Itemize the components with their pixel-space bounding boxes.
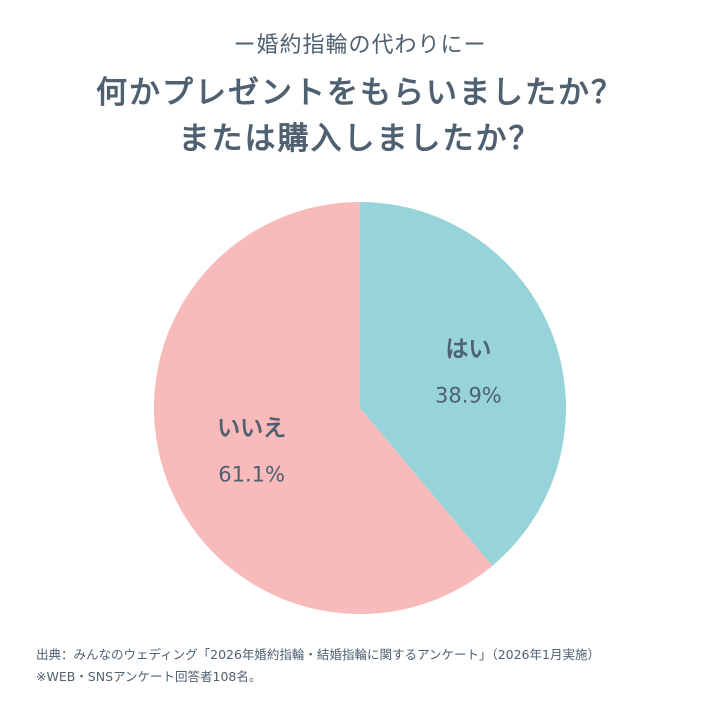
- respondent-note: ※WEB・SNSアンケート回答者108名。: [36, 669, 262, 684]
- source-footer: 出典：みんなのウェディング「2026年婚約指輪・結婚指輪に関するアンケート」（2…: [36, 644, 600, 688]
- slice-label: はい: [445, 337, 491, 363]
- source-citation: 出典：みんなのウェディング「2026年婚約指輪・結婚指輪に関するアンケート」（2…: [36, 647, 600, 662]
- slice-label: いいえ: [217, 415, 286, 441]
- chart-subtitle: ー婚約指輪の代わりにー: [233, 33, 487, 58]
- pie-slice-no: [154, 202, 493, 614]
- slice-value-label: 61.1%: [218, 462, 285, 486]
- pie-slice-yes: [360, 202, 566, 566]
- slice-value-label: 38.9%: [435, 384, 502, 408]
- chart-title-line-2: または購入しましたか？: [178, 121, 542, 157]
- chart-header: ー婚約指輪の代わりにー 何かプレゼントをもらいましたか？ または購入しましたか？: [0, 30, 720, 162]
- chart-title-line-1: 何かプレゼントをもらいましたか？: [96, 75, 624, 111]
